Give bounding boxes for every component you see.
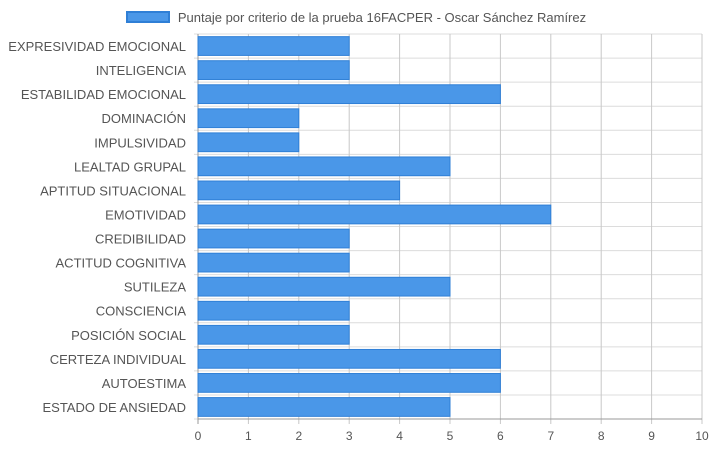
x-tick-label: 8 [598,429,605,443]
bar [197,36,350,56]
bar [197,397,451,417]
category-label: ESTABILIDAD EMOCIONAL [21,87,186,102]
x-tick-label: 0 [195,429,202,443]
bar [197,204,552,225]
category-label: SUTILEZA [124,280,186,295]
category-label: CONSCIENCIA [96,304,187,319]
bar [197,348,501,369]
bar [197,373,501,393]
category-label: ACTITUD COGNITIVA [56,256,187,271]
category-label: POSICIÓN SOCIAL [71,328,186,343]
category-label: DOMINACIÓN [102,111,187,126]
x-tick-label: 1 [245,429,252,443]
x-tick-label: 3 [346,429,353,443]
category-label: IMPULSIVIDAD [94,135,186,150]
bar [197,132,300,153]
x-tick-label: 2 [295,429,302,443]
x-tick-label: 6 [497,429,504,443]
x-tick-label: 4 [396,429,403,443]
bar [197,60,350,80]
bar [197,228,350,249]
bar [197,324,350,345]
x-tick-label: 9 [648,429,655,443]
bar [197,84,501,105]
bar [197,252,350,273]
x-tick-label: 5 [447,429,454,443]
category-label: EXPRESIVIDAD EMOCIONAL [8,39,186,54]
bar [197,276,451,297]
category-label: LEALTAD GRUPAL [74,159,186,174]
x-tick-label: 10 [695,429,709,443]
legend[interactable]: Puntaje por criterio de la prueba 16FACP… [0,7,712,27]
category-label: ESTADO DE ANSIEDAD [42,400,186,415]
bar [197,156,451,177]
x-tick-label: 7 [547,429,554,443]
legend-label: Puntaje por criterio de la prueba 16FACP… [177,9,587,25]
category-label: CREDIBILIDAD [95,232,186,247]
category-label: CERTEZA INDIVIDUAL [50,352,186,367]
bar [197,180,401,201]
bar [197,108,300,129]
category-label: APTITUD SITUACIONAL [40,183,186,198]
category-label: AUTOESTIMA [102,376,187,391]
legend-swatch [125,11,170,23]
bar [197,300,350,321]
category-label: EMOTIVIDAD [105,207,186,222]
category-label: INTELIGENCIA [96,63,187,78]
